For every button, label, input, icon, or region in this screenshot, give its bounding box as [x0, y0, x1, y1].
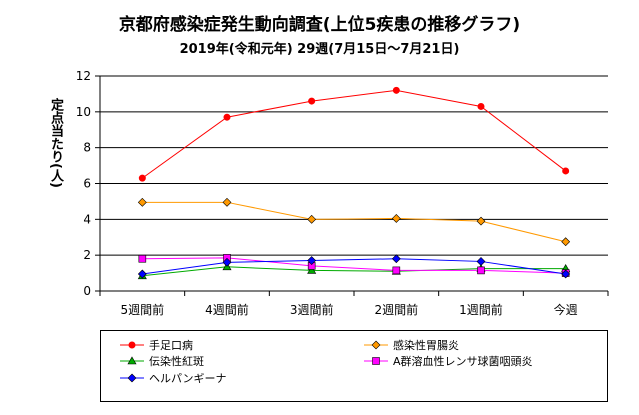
series-2 [137, 197, 571, 247]
data-point [561, 237, 571, 247]
x-tick-label: 5週間前 [121, 302, 165, 317]
data-point [392, 86, 400, 94]
y-tick-label: 4 [83, 212, 91, 226]
data-point [222, 257, 232, 267]
series-5 [137, 254, 571, 279]
y-tick-label: 10 [76, 105, 91, 119]
x-tick-label: 2週間前 [375, 302, 419, 317]
data-point [392, 266, 401, 275]
data-point [476, 257, 486, 266]
y-tick-label: 2 [83, 248, 91, 262]
data-point [137, 197, 147, 207]
legend-label: ヘルパンギーナ [149, 372, 227, 385]
legend-swatch [120, 373, 144, 383]
data-point [137, 269, 147, 279]
data-point [477, 102, 485, 110]
legend-swatch [364, 340, 388, 350]
data-point [307, 265, 317, 274]
legend-label: 伝染性紅斑 [149, 355, 204, 368]
legend-swatch-marker [127, 373, 137, 383]
data-point [138, 174, 146, 182]
series-line-3 [142, 266, 566, 277]
legend-item: 手足口病 [119, 337, 193, 353]
data-point [308, 97, 316, 105]
legend-swatch [120, 341, 144, 349]
axes [95, 75, 609, 296]
legend-label: 手足口病 [149, 339, 193, 352]
data-point [307, 256, 317, 265]
legend-swatch-marker [371, 340, 381, 350]
data-point [223, 113, 231, 121]
data-point [561, 269, 571, 279]
x-tick-label: 今週 [554, 302, 578, 317]
series-line-1 [142, 89, 566, 179]
legend-item: ヘルパンギーナ [119, 370, 227, 386]
data-point [138, 254, 147, 263]
y-tick-label: 12 [76, 69, 91, 83]
data-point [391, 214, 401, 223]
x-tick-labels: 5週間前 4週間前 3週間前 2週間前 1週間前 今週 [121, 302, 578, 317]
y-tick-labels: 0 2 4 6 8 10 12 [76, 69, 91, 298]
series-1 [138, 86, 570, 182]
grid-lines [100, 75, 608, 256]
y-tick-label: 8 [83, 141, 91, 155]
data-point [222, 197, 232, 207]
data-point [307, 214, 317, 224]
legend-swatch-marker [372, 357, 380, 365]
data-point [391, 254, 401, 264]
data-point [477, 266, 485, 275]
chart-subtitle: 2019年(令和元年) 29週(7月15日～7月21日) [179, 42, 460, 57]
x-tick-label: 3週間前 [290, 302, 334, 317]
series-line-2 [142, 201, 566, 243]
legend-label: 感染性胃腸炎 [393, 339, 459, 352]
data-point [476, 216, 486, 226]
y-axis-label: 定点当たり(人) [48, 98, 63, 188]
x-tick-label: 1週間前 [459, 302, 503, 317]
chart-legend: 手足口病 感染性胃腸炎伝染性紅斑 A群溶血性レンサ球菌咽頭炎ヘルパンギーナ [100, 330, 608, 402]
legend-swatch-marker [127, 356, 137, 365]
series-lines [137, 86, 571, 280]
x-tick-label: 4週間前 [205, 302, 249, 317]
series-4 [138, 254, 570, 277]
legend-item: A群溶血性レンサ球菌咽頭炎 [363, 353, 533, 369]
series-line-4 [142, 257, 566, 274]
y-tick-label: 6 [83, 177, 91, 191]
legend-swatch [120, 356, 144, 365]
data-point [562, 167, 570, 175]
legend-label: A群溶血性レンサ球菌咽頭炎 [393, 355, 533, 368]
legend-swatch [364, 357, 388, 365]
series-line-5 [142, 258, 566, 275]
legend-item: 感染性胃腸炎 [363, 337, 459, 353]
legend-swatch-marker [128, 341, 136, 349]
y-tick-label: 0 [83, 284, 91, 298]
legend-item: 伝染性紅斑 [119, 353, 204, 369]
line-chart: 0 2 4 6 8 10 12 5週間前 4週間前 3週間前 2週間前 1週間前 今週 [76, 69, 609, 317]
chart-title: 京都府感染症発生動向調査(上位5疾患の推移グラフ) [118, 15, 521, 35]
